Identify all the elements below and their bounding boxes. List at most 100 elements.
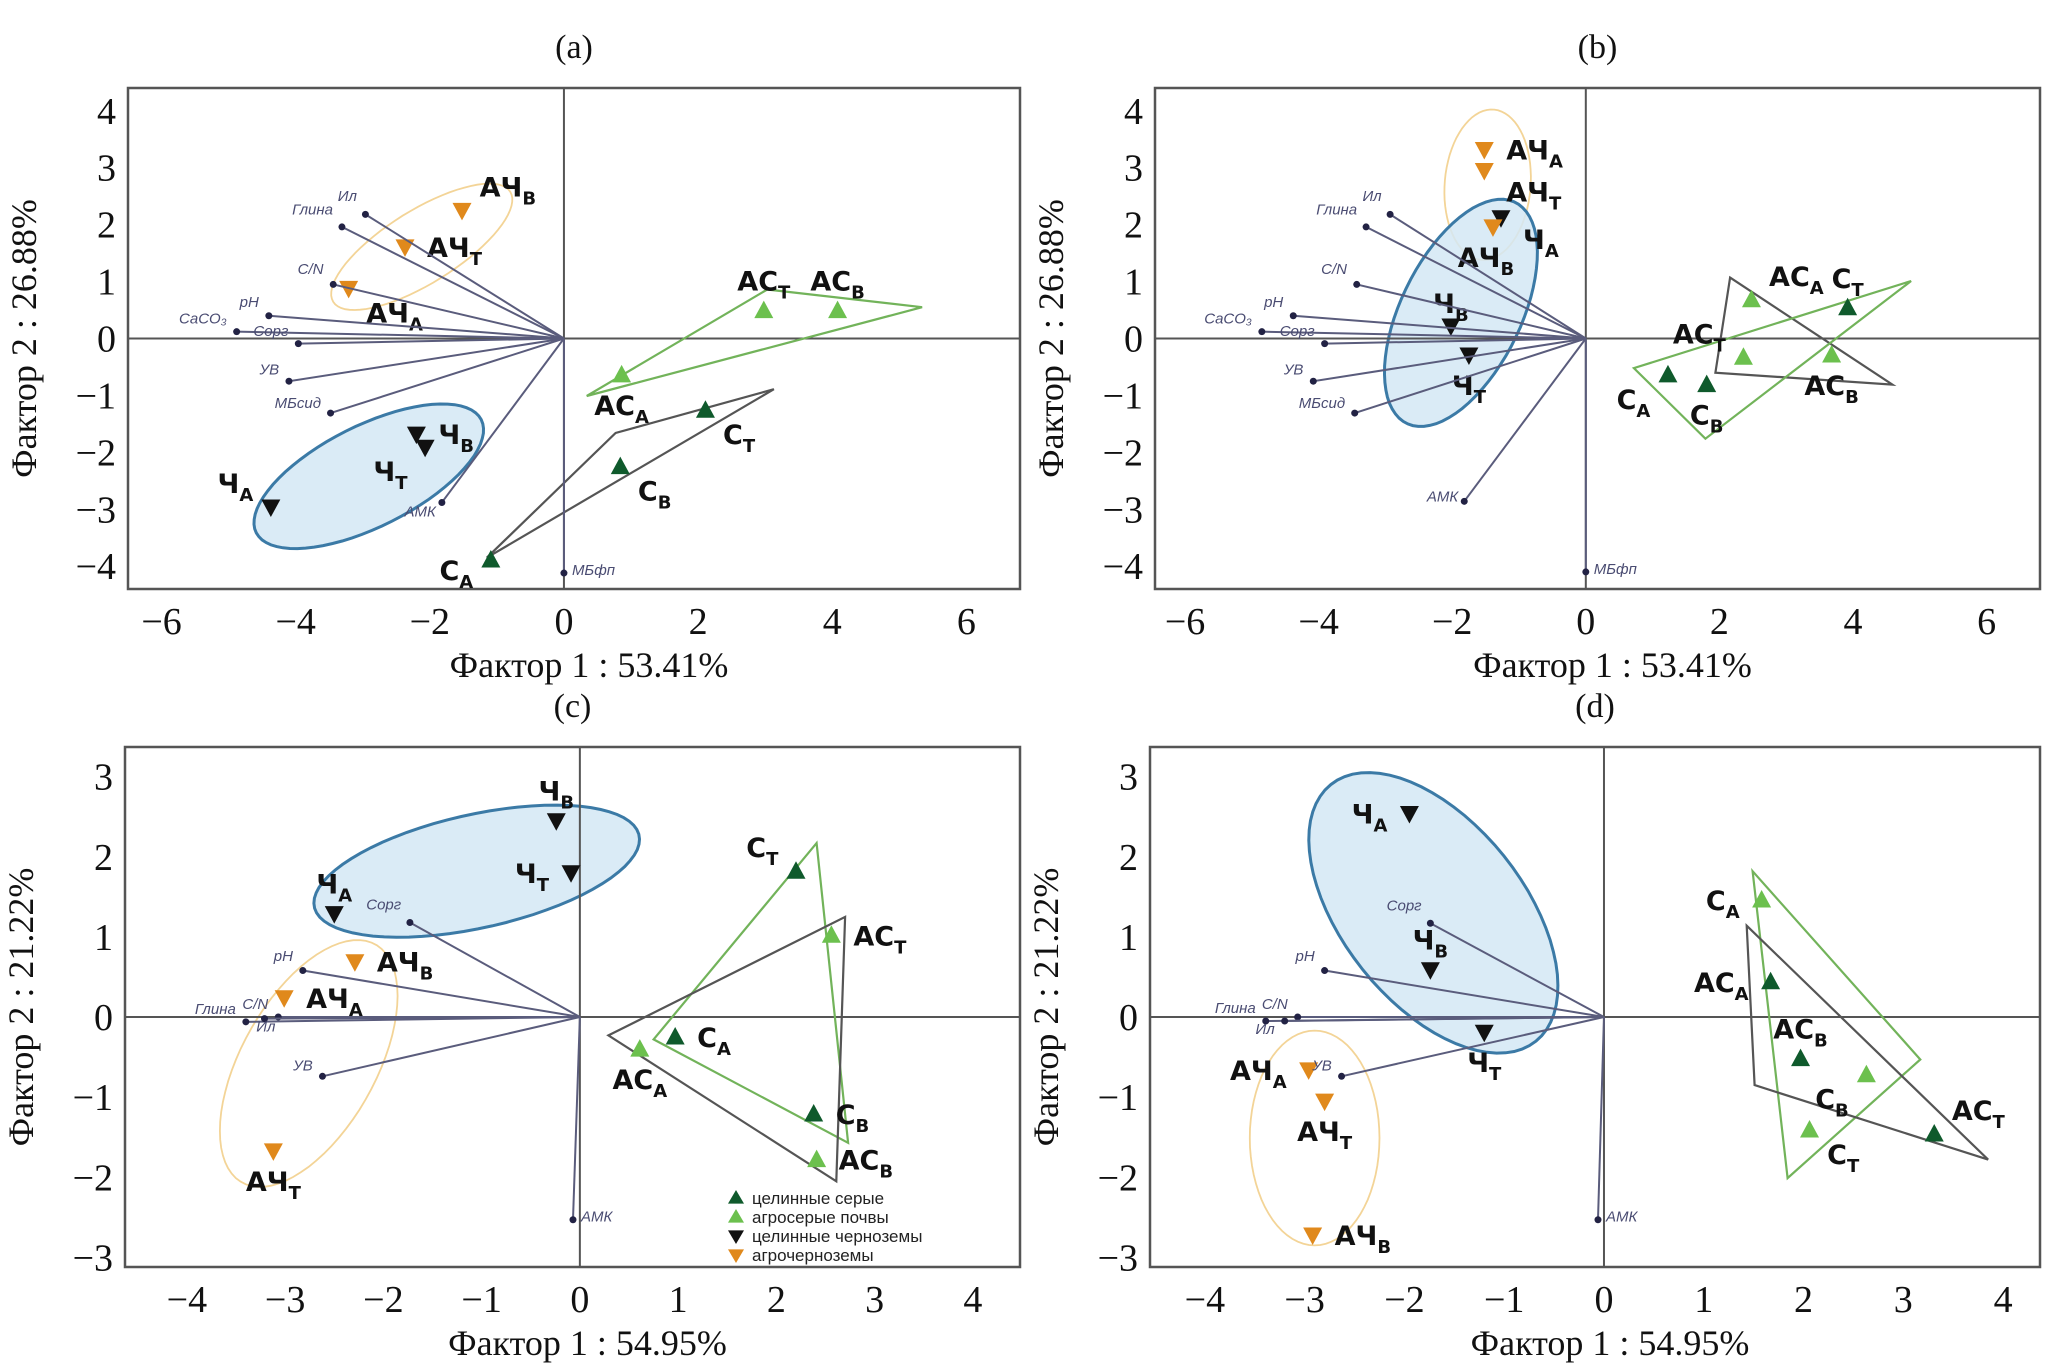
triangle-down-marker	[1483, 219, 1503, 237]
triangle-up-marker	[1697, 374, 1717, 393]
point-label-main: АС	[1952, 1096, 1993, 1127]
x-tick-label: −2	[363, 1279, 403, 1321]
loading-vector	[1389, 213, 1587, 340]
point-label-main: АЧ	[427, 233, 470, 264]
point-label-subscript: А	[1810, 278, 1824, 299]
panel-title: (c)	[554, 688, 592, 725]
point-label: СА	[439, 556, 473, 593]
triangle-up-marker	[1856, 1064, 1876, 1083]
triangle-up-marker	[1741, 289, 1761, 308]
chernozem-ellipse	[1382, 197, 1539, 428]
point-label-main: АС	[1694, 968, 1735, 999]
vector-label: АМК	[1605, 1209, 1639, 1226]
point-label-subscript: Т	[537, 875, 550, 896]
y-tick-label: −2	[76, 432, 116, 474]
vector-tip	[242, 1018, 250, 1026]
vector-tip	[294, 340, 302, 348]
vector-tip	[329, 280, 337, 288]
point-label-main: Ч	[217, 469, 239, 500]
loading-vector	[571, 1016, 581, 1220]
x-tick-label: 2	[1794, 1279, 1813, 1321]
vector-label: Сорг	[253, 323, 289, 340]
loading-vector	[288, 337, 565, 383]
vector-tip	[361, 210, 369, 218]
point-label: АСТ	[1952, 1096, 2006, 1133]
y-tick-label: 1	[1124, 262, 1143, 304]
triangle-up-marker	[1761, 971, 1781, 990]
x-tick-label: 6	[1977, 601, 1996, 643]
triangle-down-marker	[395, 239, 415, 257]
point-label-subscript: В	[420, 964, 434, 985]
point-label-subscript: В	[1710, 417, 1724, 438]
vector-label: УВ	[1311, 1058, 1332, 1075]
point-label: АЧТ	[246, 1167, 302, 1204]
loading-vector	[1313, 337, 1586, 383]
point-label-main: С	[1832, 264, 1852, 295]
point-label: АЧВ	[377, 948, 433, 985]
vector-label: C/N	[242, 996, 268, 1013]
point-label-subscript: А	[349, 1000, 363, 1021]
point-label-main: АС	[853, 921, 894, 952]
loading-vector	[1341, 1016, 1605, 1078]
group-polygon	[606, 915, 847, 1184]
y-tick-label: 4	[1124, 91, 1143, 133]
point-label-main: С	[723, 420, 743, 451]
triangle-down-marker	[1491, 210, 1511, 228]
point-label-subscript: Т	[766, 849, 779, 870]
group-polygon	[651, 840, 850, 1145]
point-label: ЧВ	[1413, 926, 1449, 963]
panel-d: (d) −4 −3 −2 −1 0 1 2 3 4 −3 −2 −1 0 1 2 3 Фактор 1 : 54.…	[1026, 688, 2042, 1363]
point-label: АСА	[594, 391, 649, 428]
point-label-subscript: В	[1434, 942, 1448, 963]
point-label-main: АЧ	[480, 172, 523, 203]
y-tick-label: 1	[94, 917, 113, 959]
point-label-subscript: А	[1735, 984, 1749, 1005]
x-tick-label: 4	[823, 601, 842, 643]
triangle-up-marker	[695, 400, 715, 418]
triangle-down-marker	[1399, 806, 1419, 824]
x-tick-label: 3	[865, 1279, 884, 1321]
y-tick-label: 3	[94, 757, 113, 799]
y-tick-label: 4	[97, 91, 116, 133]
loading-vector	[1429, 922, 1605, 1018]
vector-label: C/N	[1262, 996, 1288, 1013]
loading-vector	[268, 314, 565, 340]
point-label-main: АЧ	[1335, 1221, 1378, 1252]
vector-label: АМК	[1426, 488, 1460, 505]
point-label-subscript: В	[1845, 387, 1859, 408]
point-label: АСТ	[1673, 319, 1727, 356]
triangle-down-marker	[1303, 1227, 1323, 1245]
triangle-up-marker	[665, 1027, 685, 1045]
x-tick-label: −6	[1165, 601, 1205, 643]
y-tick-label: 3	[97, 148, 116, 190]
vector-label: pH	[239, 294, 259, 311]
point-label-subscript: В	[879, 1162, 893, 1183]
point-label-subscript: В	[1500, 259, 1514, 280]
x-tick-label: 3	[1894, 1279, 1913, 1321]
vector-tip	[438, 498, 446, 506]
point-label-subscript: В	[560, 793, 574, 814]
loading-vector	[1354, 337, 1587, 415]
triangle-up-marker	[612, 364, 632, 383]
vector-tip	[406, 918, 414, 926]
x-tick-label: −4	[1185, 1279, 1225, 1321]
loading-vector	[364, 213, 565, 340]
point-label: ЧА	[1352, 800, 1388, 837]
vector-label: Глина	[195, 1001, 236, 1018]
point-label: СА	[697, 1023, 731, 1060]
point-label: СВ	[1690, 401, 1724, 438]
x-tick-label: 1	[1694, 1279, 1713, 1321]
group-polygon	[1714, 275, 1897, 386]
panel-title: (a)	[555, 29, 593, 66]
vector-label: Глина	[1316, 201, 1357, 218]
x-tick-label: 0	[570, 1279, 589, 1321]
point-label-subscript: А	[653, 1081, 667, 1102]
point-label-main: АЧ	[1458, 243, 1501, 274]
point-label-main: С	[1690, 401, 1710, 432]
x-axis-label: Фактор 1 : 54.95%	[1471, 1323, 1750, 1363]
triangle-up-marker	[1752, 890, 1772, 908]
point-label-subscript: Т	[1489, 1064, 1502, 1085]
panel-c: (c) −4 −3 −2 −1 0 1 2 3 4 −3 −2 −1 0 1 2 3 Фактор 1 : 54.…	[1, 688, 1022, 1363]
x-tick-label: −4	[167, 1279, 207, 1321]
loading-vector	[1324, 969, 1605, 1019]
